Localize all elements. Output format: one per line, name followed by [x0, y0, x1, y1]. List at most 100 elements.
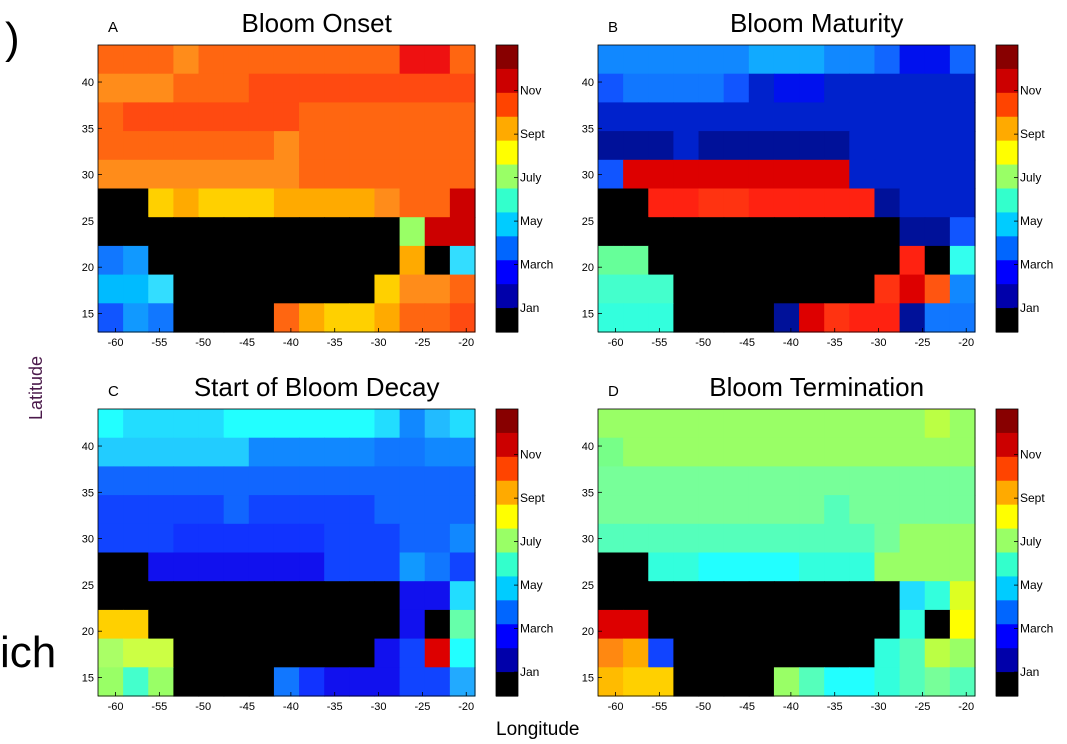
heatmap-cell: [648, 409, 674, 439]
heatmap-cell: [824, 523, 850, 554]
heatmap-cell: [198, 609, 225, 640]
heatmap-cell: [198, 274, 225, 304]
heatmap-cell: [899, 667, 926, 697]
heatmap-cell: [899, 552, 926, 582]
heatmap-cell: [924, 188, 951, 218]
heatmap-cell: [98, 466, 124, 496]
colorbar-tick-label: March: [520, 622, 553, 636]
heatmap-cell: [623, 217, 649, 247]
heatmap-cell: [748, 495, 775, 525]
heatmap-cell: [673, 188, 700, 218]
heatmap-cell: [299, 552, 325, 582]
heatmap-cell: [623, 159, 649, 190]
y-tick-label: 20: [582, 626, 594, 638]
heatmap-cell: [598, 609, 624, 640]
heatmap-cell: [648, 188, 674, 218]
heatmap-cell: [949, 274, 976, 304]
heatmap-cell: [723, 437, 750, 467]
heatmap-cell: [324, 131, 350, 161]
colorbar-tick-label: July: [1020, 171, 1041, 185]
heatmap-cell: [449, 667, 476, 697]
heatmap-cell: [424, 159, 451, 190]
heatmap-cell: [924, 409, 951, 439]
colorbar-segment: [496, 504, 518, 530]
heatmap-cell: [773, 581, 800, 611]
heatmap-cell: [98, 245, 124, 276]
heatmap-cell: [148, 45, 174, 75]
heatmap-cell: [248, 45, 275, 75]
heatmap-cell: [849, 495, 876, 525]
heatmap-cell: [598, 73, 624, 103]
heatmap-cell: [723, 552, 750, 582]
heatmap-cell: [273, 217, 300, 247]
heatmap-cell: [698, 45, 725, 75]
heatmap-cell: [173, 245, 200, 276]
heatmap-cell: [623, 609, 649, 640]
heatmap-cell: [198, 131, 225, 161]
heatmap-cell: [299, 523, 325, 554]
panel-title: Start of Bloom Decay: [194, 372, 440, 402]
x-tick-label: -40: [283, 337, 299, 349]
heatmap-cell: [799, 437, 825, 467]
heatmap-cell: [148, 73, 174, 103]
heatmap-cell: [198, 638, 225, 668]
heatmap-cell: [198, 581, 225, 611]
heatmap-cell: [123, 217, 149, 247]
colorbar-segment: [496, 236, 518, 261]
heatmap-cell: [598, 495, 624, 525]
heatmap-cell: [723, 274, 750, 304]
panel-b: -60 -55 -50 -45 -40 -35 -30 -25 -20 15 20 25 30 35 40 B…: [582, 8, 1054, 349]
heatmap-cell: [399, 638, 426, 668]
colorbar-segment: [496, 648, 518, 673]
heatmap-cell: [623, 552, 649, 582]
panel-letter: B: [608, 19, 618, 36]
heatmap-cell: [648, 609, 674, 640]
heatmap-cell: [173, 188, 200, 218]
heatmap-cell: [673, 581, 700, 611]
heatmap-cell: [849, 667, 876, 697]
heatmap-cell: [349, 73, 376, 103]
heatmap-cell: [173, 609, 200, 640]
heatmap-cell: [449, 495, 476, 525]
x-tick-label: -25: [414, 701, 430, 713]
heatmap-cell: [598, 217, 624, 247]
heatmap-cell: [148, 581, 174, 611]
heatmap-cell: [799, 495, 825, 525]
heatmap-cell: [223, 609, 250, 640]
heatmap-cell: [449, 73, 476, 103]
heatmap-cell: [148, 466, 174, 496]
x-tick-label: -35: [327, 337, 343, 349]
colorbar-tick-label: March: [1020, 258, 1053, 272]
heatmap-cell: [173, 274, 200, 304]
heatmap-cell: [598, 667, 624, 697]
colorbar-segment: [996, 480, 1018, 506]
heatmap-cell: [324, 638, 350, 668]
heatmap-cell: [773, 73, 800, 103]
heatmap-cell: [374, 552, 401, 582]
heatmap-cell: [824, 409, 850, 439]
heatmap-cell: [98, 437, 124, 467]
x-tick-label: -30: [871, 701, 887, 713]
heatmap-cell: [949, 102, 976, 132]
heatmap-cell: [173, 495, 200, 525]
heatmap-cell: [374, 131, 401, 161]
heatmap-cell: [623, 437, 649, 467]
colorbar-tick-label: May: [1020, 578, 1043, 592]
heatmap-cell: [299, 102, 325, 132]
heatmap-cell: [748, 667, 775, 697]
x-tick-label: -55: [151, 701, 167, 713]
heatmap-cell: [248, 552, 275, 582]
colorbar-segment: [496, 188, 518, 214]
heatmap-cell: [824, 552, 850, 582]
colorbar-segment: [996, 308, 1018, 333]
colorbar-frame: [495, 408, 519, 697]
heatmap-cell: [299, 667, 325, 697]
heatmap-cell: [773, 131, 800, 161]
heatmap-cell: [924, 73, 951, 103]
heatmap-cell: [98, 523, 124, 554]
heatmap-cell: [123, 667, 149, 697]
heatmap-cell: [173, 217, 200, 247]
heatmap-cell: [273, 102, 300, 132]
heatmap-cell: [198, 245, 225, 276]
heatmap-cell: [673, 609, 700, 640]
